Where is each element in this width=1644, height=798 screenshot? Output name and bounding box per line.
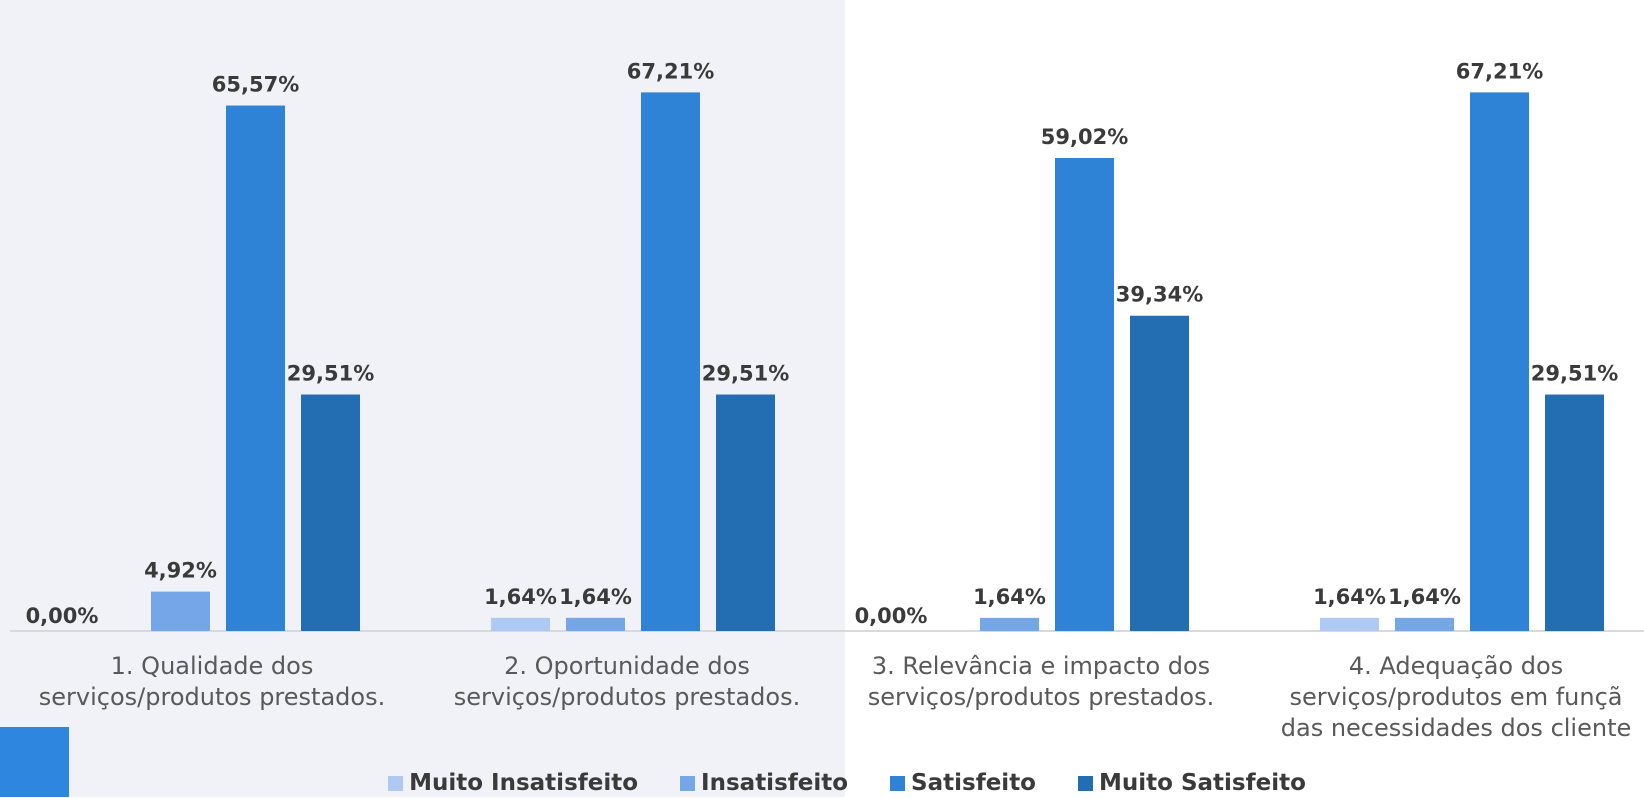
bar-muito-satisfeito-2 <box>716 394 775 631</box>
left-panel-background <box>0 0 845 797</box>
data-label-insatisfeito-2: 1,64% <box>559 585 632 609</box>
data-label-muito-insatisfeito-4: 1,64% <box>1313 585 1386 609</box>
category-label-2: 2. Oportunidade dos serviços/produtos pre… <box>454 652 800 711</box>
data-label-satisfeito-3: 59,02% <box>1041 125 1128 149</box>
bar-muito-insatisfeito-4 <box>1320 617 1379 631</box>
legend-label-muito-satisfeito: Muito Satisfeito <box>1099 770 1306 796</box>
bar-insatisfeito-3 <box>980 617 1039 631</box>
legend-item-muito-satisfeito: Muito Satisfeito <box>1078 770 1306 796</box>
legend-label-satisfeito: Satisfeito <box>911 770 1036 796</box>
data-label-muito-satisfeito-4: 29,51% <box>1531 362 1618 386</box>
bar-satisfeito-3 <box>1055 158 1114 631</box>
bar-satisfeito-2 <box>641 92 700 632</box>
data-label-muito-insatisfeito-1: 0,00% <box>26 604 99 628</box>
bar-muito-insatisfeito-2 <box>491 617 550 631</box>
legend-swatch-satisfeito <box>890 775 906 791</box>
legend-item-insatisfeito: Insatisfeito <box>680 770 848 796</box>
legend-label-insatisfeito: Insatisfeito <box>701 770 849 796</box>
chart-legend: Muito Insatisfeito Insatisfeito Satisfei… <box>0 768 1644 798</box>
data-label-satisfeito-4: 67,21% <box>1456 59 1543 83</box>
legend-swatch-muito-insatisfeito <box>388 775 404 791</box>
category-label-1: 1. Qualidade dos serviços/produtos presta… <box>39 652 385 711</box>
data-label-insatisfeito-1: 4,92% <box>144 559 217 583</box>
bar-satisfeito-4 <box>1470 92 1529 632</box>
accent-square <box>0 727 69 797</box>
bar-satisfeito-1 <box>226 105 285 631</box>
data-label-insatisfeito-4: 1,64% <box>1388 585 1461 609</box>
data-label-muito-satisfeito-3: 39,34% <box>1116 283 1203 307</box>
legend-swatch-muito-satisfeito <box>1078 775 1093 791</box>
legend-label-muito-insatisfeito: Muito Insatisfeito <box>409 770 639 796</box>
data-label-satisfeito-2: 67,21% <box>627 59 714 83</box>
bar-insatisfeito-2 <box>566 617 625 631</box>
data-label-muito-satisfeito-1: 29,51% <box>287 362 374 386</box>
data-label-muito-insatisfeito-2: 1,64% <box>484 585 557 609</box>
data-label-insatisfeito-3: 1,64% <box>973 585 1046 609</box>
category-label-4: 4. Adequação dos serviços/produtos em fun… <box>1281 652 1632 742</box>
bar-muito-satisfeito-4 <box>1545 394 1604 631</box>
bar-muito-satisfeito-1 <box>301 394 360 631</box>
data-label-muito-satisfeito-2: 29,51% <box>702 362 789 386</box>
legend-item-satisfeito: Satisfeito <box>890 770 1036 796</box>
legend-swatch-insatisfeito <box>680 775 696 791</box>
legend-item-muito-insatisfeito: Muito Insatisfeito <box>388 770 638 796</box>
bar-muito-satisfeito-3 <box>1130 315 1189 631</box>
bar-insatisfeito-4 <box>1395 617 1454 631</box>
data-label-satisfeito-1: 65,57% <box>212 73 299 97</box>
bar-insatisfeito-1 <box>151 591 210 631</box>
category-label-3: 3. Relevância e impacto dos serviços/prod… <box>868 652 1214 711</box>
data-label-muito-insatisfeito-3: 0,00% <box>855 604 928 628</box>
